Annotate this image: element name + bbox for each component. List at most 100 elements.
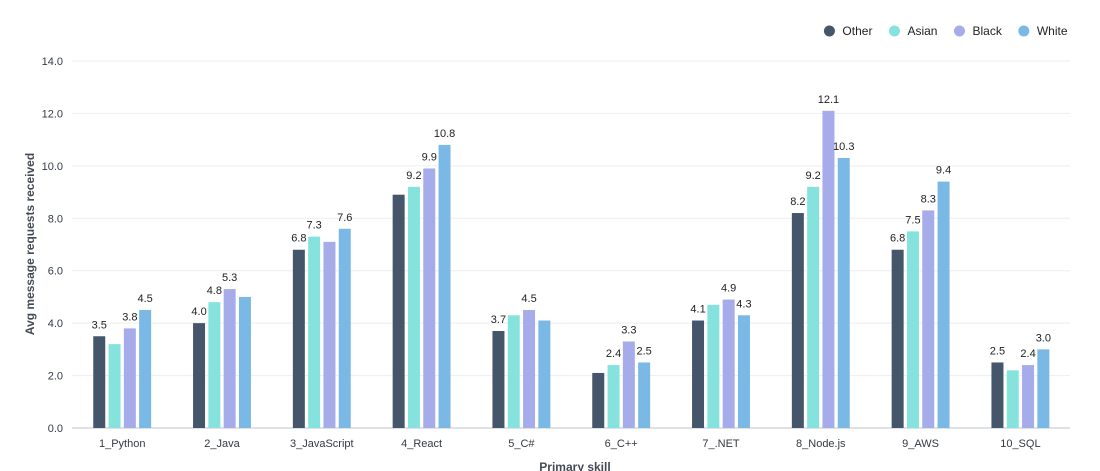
data-label: 9.2 — [806, 170, 821, 182]
bar-other[interactable] — [193, 323, 206, 428]
data-label: 7.3 — [307, 220, 322, 232]
data-label: 10.3 — [833, 141, 854, 153]
bar-asian[interactable] — [308, 236, 321, 428]
data-label: 12.1 — [818, 94, 839, 106]
bar-other[interactable] — [791, 213, 804, 428]
data-label: 2.4 — [606, 348, 621, 360]
bar-white[interactable] — [538, 320, 551, 428]
bar-white[interactable] — [837, 157, 850, 428]
data-label: 6.8 — [890, 233, 905, 245]
data-label: 6.8 — [291, 233, 306, 245]
legend-swatch — [953, 25, 965, 37]
data-label: 4.9 — [721, 283, 736, 295]
legend-swatch — [888, 25, 900, 37]
data-label: 4.5 — [138, 293, 153, 305]
bar-black[interactable] — [922, 210, 935, 428]
y-tick-label: 0.0 — [48, 423, 63, 435]
y-tick-label: 2.0 — [48, 371, 63, 383]
data-label: 8.3 — [921, 193, 936, 205]
legend-item-white[interactable]: White — [1018, 24, 1068, 38]
bar-white[interactable] — [338, 228, 351, 428]
data-label: 7.6 — [337, 212, 352, 224]
legend-swatch — [823, 25, 835, 37]
data-label: 3.7 — [491, 314, 506, 326]
bar-white[interactable] — [238, 296, 251, 428]
bar-other[interactable] — [292, 249, 305, 428]
legend-label: Other — [842, 24, 872, 38]
bar-other[interactable] — [392, 194, 405, 428]
data-label: 2.5 — [990, 345, 1005, 357]
x-tick-label: 8_Node.js — [796, 438, 846, 450]
legend-label: Black — [972, 24, 1002, 38]
bar-other[interactable] — [592, 372, 605, 428]
bar-asian[interactable] — [507, 315, 520, 428]
bar-other[interactable] — [891, 249, 904, 428]
data-label: 9.4 — [936, 165, 951, 177]
bar-asian[interactable] — [906, 231, 919, 428]
x-axis-title: Primary skill — [539, 460, 610, 471]
legend-label: Asian — [907, 24, 937, 38]
bars — [93, 110, 1050, 429]
data-label: 10.8 — [434, 128, 455, 140]
bar-asian[interactable] — [1006, 370, 1019, 428]
data-label: 3.8 — [122, 311, 137, 323]
x-tick-label: 10_SQL — [1000, 438, 1040, 450]
y-axis-title: Avg message requests received — [23, 153, 37, 335]
data-label: 5.3 — [222, 272, 237, 284]
data-label: 2.5 — [637, 345, 652, 357]
legend-item-black[interactable]: Black — [953, 24, 1003, 38]
bar-black[interactable] — [423, 168, 436, 428]
y-tick-label: 14.0 — [42, 56, 63, 68]
bar-white[interactable] — [1037, 349, 1050, 428]
bar-asian[interactable] — [208, 302, 221, 428]
data-label: 8.2 — [790, 196, 805, 208]
data-labels: 3.53.84.54.04.85.36.87.37.69.29.910.83.7… — [92, 94, 1051, 360]
bar-asian[interactable] — [607, 365, 620, 428]
legend-label: White — [1037, 24, 1068, 38]
x-tick-label: 1_Python — [99, 438, 145, 450]
data-label: 4.0 — [191, 306, 206, 318]
bar-asian[interactable] — [707, 304, 720, 428]
y-tick-label: 6.0 — [48, 266, 63, 278]
bar-black[interactable] — [223, 289, 236, 428]
y-tick-label: 8.0 — [48, 213, 63, 225]
bar-asian[interactable] — [108, 344, 121, 428]
gridlines — [72, 60, 1070, 429]
data-label: 4.3 — [736, 298, 751, 310]
bar-black[interactable] — [323, 241, 336, 428]
x-tick-label: 2_Java — [204, 438, 240, 450]
data-label: 3.3 — [621, 324, 636, 336]
bar-black[interactable] — [822, 110, 835, 429]
bar-other[interactable] — [93, 336, 106, 428]
x-tick-label: 4_React — [401, 438, 442, 450]
legend[interactable]: Other Asian Black White — [823, 24, 1068, 38]
legend-item-other[interactable]: Other — [823, 24, 873, 38]
bar-other[interactable] — [991, 362, 1004, 428]
bar-black[interactable] — [1022, 365, 1035, 428]
x-tick-label: 7_.NET — [702, 438, 740, 450]
bar-white[interactable] — [438, 144, 451, 428]
x-tick-label: 6_C++ — [605, 438, 638, 450]
y-tick-label: 4.0 — [48, 318, 63, 330]
bar-asian[interactable] — [807, 186, 820, 428]
bar-white[interactable] — [139, 310, 152, 428]
bar-white[interactable] — [937, 181, 950, 428]
y-axis-tick-labels: 0.0 2.0 4.0 6.0 8.0 10.0 12.0 14.0 — [42, 56, 63, 435]
bar-black[interactable] — [123, 328, 136, 428]
bar-white[interactable] — [737, 315, 750, 428]
bar-black[interactable] — [622, 341, 635, 428]
x-axis-tick-labels: 1_Python 2_Java 3_JavaScript 4_React 5_C# 6_C… — [99, 438, 1041, 450]
data-label: 4.5 — [521, 293, 536, 305]
bar-other[interactable] — [692, 320, 705, 428]
data-label: 4.1 — [690, 304, 705, 316]
data-label: 9.9 — [422, 151, 437, 163]
bar-black[interactable] — [523, 310, 536, 428]
legend-swatch — [1018, 25, 1030, 37]
bar-asian[interactable] — [407, 186, 420, 428]
bar-black[interactable] — [722, 299, 735, 428]
bar-other[interactable] — [492, 331, 505, 428]
legend-item-asian[interactable]: Asian — [888, 24, 938, 38]
bar-white[interactable] — [638, 362, 651, 428]
data-label: 3.5 — [92, 319, 107, 331]
